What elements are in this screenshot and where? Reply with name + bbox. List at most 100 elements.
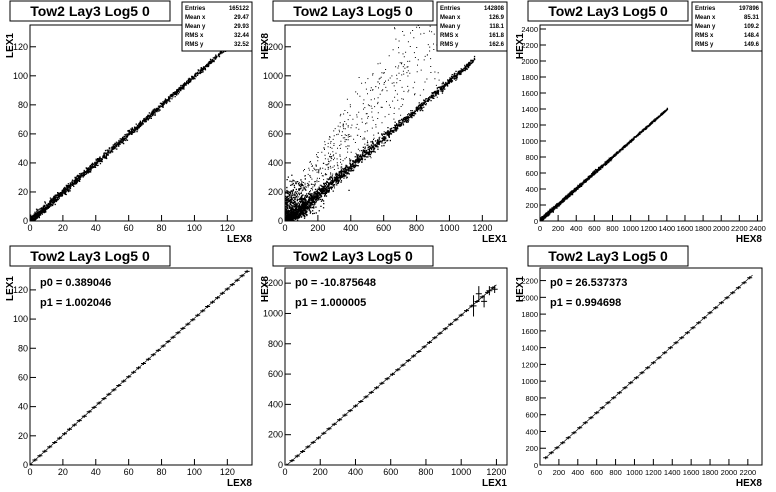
x-axis-label: LEX8 — [227, 478, 252, 489]
x-tick-label: 600 — [590, 468, 603, 477]
stats-label: RMS x — [185, 33, 204, 39]
y-tick-label: 60 — [18, 129, 28, 139]
x-axis-label: LEX8 — [227, 234, 252, 245]
x-tick-label: 600 — [588, 224, 601, 233]
stats-value: 162.6 — [489, 42, 505, 48]
y-tick-label: 1000 — [263, 71, 283, 81]
y-axis-label: LEX1 — [5, 33, 16, 58]
y-tick-label: 80 — [18, 100, 28, 110]
x-tick-label: 100 — [187, 467, 202, 477]
x-tick-label: 80 — [157, 467, 167, 477]
profile-errorbars — [470, 285, 498, 317]
x-tick-label: 1200 — [472, 223, 492, 233]
y-tick-label: 800 — [525, 394, 538, 403]
stats-box: Entries 197896 Mean x 85.31 Mean y 109.2 RMS x… — [691, 1, 763, 52]
x-axis-label: LEX1 — [482, 478, 507, 489]
y-tick-label: 400 — [525, 427, 538, 436]
y-tick-label: 800 — [268, 339, 283, 349]
stats-label: RMS x — [440, 33, 459, 39]
plot-frame — [284, 24, 508, 222]
data-layer — [30, 269, 250, 465]
stats-label: Mean y — [695, 24, 716, 30]
x-tick-label: 800 — [409, 223, 424, 233]
x-tick-label: 80 — [157, 223, 167, 233]
y-tick-label: 800 — [525, 153, 538, 162]
stats-value: 165122 — [229, 6, 250, 12]
title-box-frame — [272, 245, 434, 267]
y-tick-label: 2200 — [521, 277, 538, 286]
stats-box: Entries 165122 Mean x 29.47 Mean y 29.93 RMS x… — [181, 1, 253, 52]
y-axis-label: HEX1 — [515, 33, 526, 60]
fit-parameter-p1: p1 = 0.994698 — [550, 297, 621, 309]
x-tick-label: 120 — [220, 467, 235, 477]
x-tick-label: 20 — [58, 467, 68, 477]
data-layer — [30, 27, 249, 221]
x-tick-label: 0 — [538, 468, 542, 477]
x-axis-label: HEX8 — [736, 478, 763, 489]
y-tick-label: 1200 — [263, 278, 283, 288]
x-tick-label: 600 — [383, 467, 398, 477]
x-tick-label: 2000 — [721, 468, 738, 477]
x-tick-label: 1000 — [451, 467, 471, 477]
x-tick-label: 400 — [348, 467, 363, 477]
y-tick-label: 400 — [525, 185, 538, 194]
data-layer — [540, 107, 669, 221]
y-tick-label: 120 — [13, 42, 28, 52]
stats-label: Mean x — [185, 15, 206, 21]
y-tick-label: 2000 — [521, 57, 538, 66]
x-tick-label: 100 — [187, 223, 202, 233]
y-tick-label: 120 — [13, 285, 28, 295]
stats-value: 197896 — [739, 6, 760, 12]
x-tick-label: 40 — [91, 467, 101, 477]
x-tick-label: 60 — [124, 467, 134, 477]
x-tick-label: 200 — [313, 467, 328, 477]
stats-label: Entries — [695, 6, 716, 12]
fit-parameter-p0: p0 = 0.389046 — [40, 277, 111, 289]
stats-value: 126.9 — [489, 15, 505, 21]
title-box-frame — [9, 245, 171, 267]
y-tick-label: 2200 — [521, 41, 538, 50]
x-tick-label: 120 — [220, 223, 235, 233]
stats-box-frame — [181, 1, 253, 52]
x-tick-label: 200 — [552, 224, 565, 233]
stats-value: 142808 — [484, 6, 505, 12]
x-tick-label: 600 — [376, 223, 391, 233]
y-tick-label: 200 — [525, 444, 538, 453]
y-tick-label: 0 — [534, 461, 538, 470]
stats-value: 29.93 — [234, 24, 250, 30]
chart-panel-3: 0 200 400 600 800 1000 1200 1400 1600 1800 2000 220… — [515, 0, 766, 245]
y-tick-label: 600 — [525, 169, 538, 178]
chart-panel-1: 0 20 40 60 80 100 120020406080100120LEX8LEX1En… — [5, 0, 253, 245]
y-axis-label: HEX1 — [515, 276, 526, 303]
data-layer — [543, 274, 753, 460]
x-tick-label: 1200 — [645, 468, 662, 477]
x-tick-label: 1800 — [702, 468, 719, 477]
x-tick-label: 1200 — [640, 224, 657, 233]
title-box: Tow2 Lay3 Log5 0 — [272, 245, 434, 267]
title-box: Tow2 Lay3 Log5 0 — [527, 245, 689, 267]
x-tick-label: 1600 — [683, 468, 700, 477]
chart-title: Tow2 Lay3 Log5 0 — [30, 3, 150, 19]
scatter-points-core — [285, 162, 350, 221]
y-tick-label: 100 — [13, 71, 28, 81]
title-box: Tow2 Lay3 Log5 0 — [272, 0, 434, 22]
y-tick-label: 20 — [18, 431, 28, 441]
y-tick-label: 200 — [268, 430, 283, 440]
stats-label: Mean y — [185, 24, 206, 30]
y-tick-label: 400 — [268, 158, 283, 168]
stats-value: 148.4 — [744, 33, 760, 39]
profile-points — [30, 269, 250, 465]
y-tick-label: 0 — [23, 216, 28, 226]
fit-parameter-p1: p1 = 1.002046 — [40, 297, 111, 309]
fit-parameter-p1: p1 = 1.000005 — [295, 297, 366, 309]
y-tick-label: 1200 — [521, 121, 538, 130]
x-tick-label: 0 — [538, 224, 542, 233]
x-tick-label: 1400 — [659, 224, 676, 233]
y-tick-label: 1200 — [263, 42, 283, 52]
x-tick-label: 2400 — [749, 224, 766, 233]
y-tick-label: 1600 — [521, 89, 538, 98]
stats-value: 32.52 — [234, 42, 250, 48]
title-box-frame — [272, 0, 434, 22]
y-tick-label: 1000 — [521, 377, 538, 386]
